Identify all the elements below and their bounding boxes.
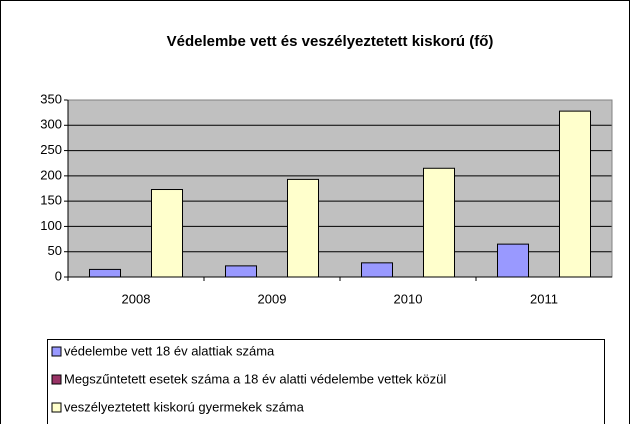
y-tick-label: 200 [40, 167, 62, 182]
y-tick-label: 250 [40, 142, 62, 157]
chart-title: Védelembe vett és veszélyeztetett kiskor… [167, 33, 494, 50]
legend-swatch [51, 346, 62, 357]
bar [559, 110, 591, 278]
legend-swatch [51, 402, 62, 413]
x-tick-label: 2008 [122, 291, 151, 306]
legend-label: Megszűntetett esetek száma a 18 év alatt… [64, 371, 446, 386]
bar [151, 189, 183, 278]
x-tick-label: 2009 [258, 291, 287, 306]
bar [361, 262, 393, 278]
y-tick-label: 350 [40, 91, 62, 106]
y-tick-label: 0 [55, 268, 62, 283]
legend-swatch [51, 374, 62, 385]
bar [497, 243, 529, 278]
legend-box [47, 339, 605, 429]
legend-label: veszélyeztetett kiskorú gyermekek száma [64, 399, 305, 414]
y-tick-label: 300 [40, 117, 62, 132]
legend-label: védelembe vett 18 év alattiak száma [64, 343, 275, 358]
bar [89, 268, 121, 278]
bar [225, 265, 257, 278]
y-tick-label: 150 [40, 193, 62, 208]
bar [287, 178, 319, 278]
plot-area [68, 100, 612, 277]
bar [423, 167, 455, 278]
x-tick-label: 2011 [530, 291, 558, 306]
y-tick-label: 100 [40, 218, 62, 233]
x-tick-label: 2010 [394, 291, 423, 306]
y-tick-label: 50 [48, 243, 62, 258]
